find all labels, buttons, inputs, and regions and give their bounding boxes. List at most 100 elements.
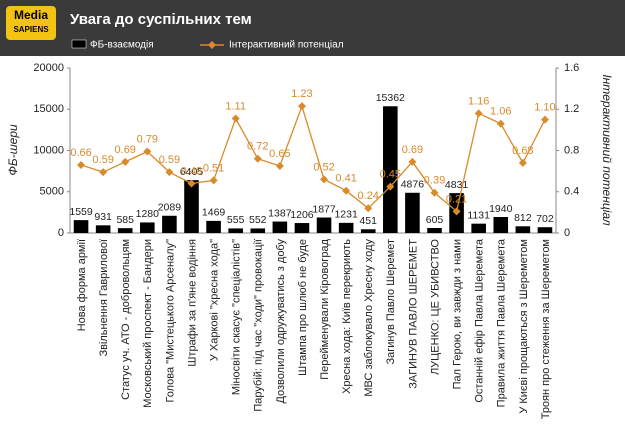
line-value-label: 1.11 — [225, 100, 246, 112]
bar — [383, 106, 398, 233]
x-tick-label: Московський проспект - Бандери — [142, 239, 154, 408]
bar — [206, 220, 221, 233]
line-value-label: 0.65 — [269, 148, 290, 160]
line-value-label: 0.52 — [313, 161, 334, 173]
line-marker — [342, 186, 351, 195]
bar-value-label: 1877 — [312, 203, 336, 215]
line-value-label: 0.39 — [424, 175, 445, 187]
bar-value-label: 4831 — [445, 179, 469, 191]
legend-swatch — [208, 41, 216, 49]
line-value-label: 0.21 — [446, 193, 467, 205]
y2-tick-label: 0 — [564, 227, 570, 239]
line-value-label: 0.69 — [402, 144, 423, 156]
bar-value-label: 1131 — [467, 209, 490, 221]
bar-value-label: 585 — [116, 214, 134, 226]
logo-text: Media — [14, 8, 48, 22]
y2-tick-label: 1.6 — [564, 62, 579, 74]
bar — [294, 223, 310, 233]
y-tick-label: 5000 — [40, 186, 64, 198]
line-value-label: 0.79 — [137, 133, 158, 145]
line-marker — [364, 204, 373, 213]
bar-value-label: 931 — [94, 211, 112, 223]
line-marker — [99, 168, 108, 177]
line-value-label: 1.23 — [291, 88, 312, 100]
bar-value-label: 1280 — [136, 208, 160, 220]
y-tick-label: 0 — [58, 227, 64, 239]
legend-label: Інтерактивний потенціал — [229, 40, 344, 51]
x-tick-label: Голова "Мистецького Арсеналу" — [164, 239, 176, 403]
bar — [228, 228, 243, 233]
logo — [6, 6, 56, 40]
bar — [405, 192, 420, 233]
x-tick-label: Пал Герою, ви завжди з нами — [451, 239, 463, 389]
line-marker — [143, 147, 152, 156]
bar — [537, 227, 553, 233]
bar-value-label: 1206 — [290, 209, 314, 221]
bar — [250, 228, 266, 233]
line-marker — [165, 168, 174, 177]
line-marker — [275, 161, 284, 170]
x-tick-label: Останній ефір Павла Шеремета — [474, 238, 486, 403]
bar-value-label: 702 — [536, 213, 554, 225]
bar-value-label: 1940 — [489, 203, 513, 215]
line-marker — [540, 115, 549, 124]
bar — [73, 220, 89, 233]
bar — [95, 225, 111, 233]
line-value-label: 0.24 — [358, 190, 379, 202]
bar-value-label: 605 — [426, 214, 444, 226]
line-marker — [121, 157, 130, 166]
line-marker — [474, 109, 483, 118]
x-tick-label: Міносвіти скасує "спеціалістів" — [231, 239, 243, 395]
bar — [427, 228, 442, 233]
line-marker — [496, 119, 505, 128]
line-value-label: 0.51 — [203, 162, 224, 174]
bar — [316, 217, 332, 233]
bar-value-label: 15362 — [376, 92, 405, 104]
x-tick-label: Парубій: під час "ходи" провокації — [253, 239, 265, 412]
line-value-label: 0.72 — [247, 141, 268, 153]
bar — [471, 223, 486, 233]
chart-title: Увага до суспільних тем — [70, 11, 252, 28]
x-tick-label: У Харкові "хресна хода" — [208, 239, 220, 361]
x-tick-label: Дозволили одружуватись з добу — [275, 239, 287, 404]
line-value-label: 1.16 — [468, 95, 489, 107]
bar-value-label: 555 — [227, 214, 245, 226]
line-marker — [297, 102, 306, 111]
legend-swatch — [71, 39, 87, 49]
bar-value-label: 451 — [359, 215, 377, 227]
y2-tick-label: 1.2 — [564, 103, 579, 115]
line-marker — [408, 157, 417, 166]
line-marker — [231, 114, 240, 123]
bar — [162, 215, 177, 233]
line-marker — [209, 176, 218, 185]
x-tick-label: Звільнення Гаврилової — [98, 239, 110, 357]
line-value-label: 0.59 — [159, 154, 180, 166]
y-tick-label: 15000 — [33, 103, 64, 115]
bar — [515, 226, 531, 233]
y-tick-label: 20000 — [33, 62, 64, 74]
bar-value-label: 552 — [249, 214, 267, 226]
bar-value-label: 1469 — [202, 207, 226, 219]
bar-value-label: 1231 — [334, 209, 358, 221]
legend-label: ФБ-взаємодія — [90, 40, 154, 51]
line-value-label: 0.48 — [181, 165, 202, 177]
x-tick-label: ЗАГИНУВ ПАВЛО ШЕРЕМЕТ — [407, 239, 419, 389]
x-tick-label: ЛУЦЕНКО: ЦЕ УБИВСТВО — [429, 239, 441, 375]
bar — [272, 221, 288, 233]
line-marker — [452, 207, 461, 216]
x-tick-label: У Києві прощаються з Шереметом — [518, 239, 530, 414]
line-value-label: 0.45 — [380, 169, 401, 181]
line-value-label: 0.59 — [92, 154, 113, 166]
x-tick-label: Перейменували Кіровоград — [319, 238, 331, 379]
x-tick-label: Штампа про шлюб не буде — [297, 239, 309, 376]
header-band — [0, 0, 625, 56]
line-value-label: 1.06 — [490, 106, 511, 118]
bar-value-label: 4876 — [401, 179, 425, 191]
bar — [117, 228, 133, 233]
logo-text: SAPIENS — [13, 25, 49, 34]
bar-value-label: 6405 — [180, 166, 204, 178]
y2-axis-label: Інтерактивний потенціал — [600, 74, 614, 226]
x-tick-label: Нова форма армії — [76, 239, 88, 331]
